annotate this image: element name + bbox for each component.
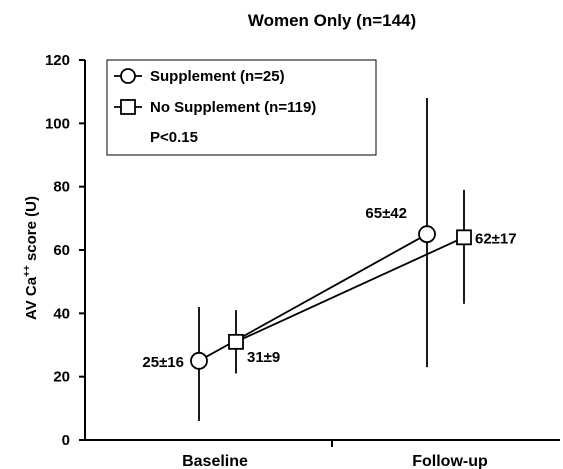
- y-axis-label-superscript: ++: [22, 265, 33, 277]
- y-axis-label-tail: score (U): [23, 196, 40, 265]
- plot-area: 25±16 65±42 31±9 62±17: [142, 98, 517, 421]
- data-label: 25±16: [142, 354, 184, 371]
- legend-circle-marker: [120, 68, 136, 84]
- y-tick-label: 60: [53, 242, 70, 259]
- legend-box: [106, 59, 377, 156]
- y-tick-label: 20: [53, 369, 70, 386]
- legend: Supplement (n=25) No Supplement (n=119) …: [106, 59, 377, 156]
- legend-label-supplement: Supplement (n=25): [150, 68, 285, 85]
- y-tick-label: 80: [53, 179, 70, 196]
- legend-square-marker: [120, 99, 136, 115]
- x-axis-ticks: Baseline Follow-up: [182, 440, 488, 469]
- x-tick-label: Baseline: [182, 453, 248, 469]
- x-tick-label: Follow-up: [412, 453, 488, 469]
- legend-label-no-supplement: No Supplement (n=119): [150, 99, 316, 116]
- y-axis-label-main: AV Ca: [23, 276, 40, 320]
- data-label: 31±9: [247, 349, 280, 366]
- data-label: 62±17: [475, 230, 517, 247]
- y-axis-title: AV Ca++ score (U): [22, 196, 40, 320]
- data-point-circle: [418, 225, 436, 244]
- data-point-square: [456, 229, 472, 246]
- series-supplement: 25±16 65±42: [142, 98, 436, 421]
- y-tick-label: 0: [62, 432, 70, 449]
- y-axis-ticks: 0 20 40 60 80 100 120: [45, 52, 85, 449]
- series-no-supplement: 31±9 62±17: [228, 189, 517, 374]
- y-tick-label: 40: [53, 305, 70, 322]
- y-tick-label: 120: [45, 52, 70, 69]
- y-axis-label: AV Ca++ score (U): [22, 196, 40, 320]
- chart-title: Women Only (n=144): [248, 11, 416, 30]
- y-tick-label: 100: [45, 115, 70, 132]
- data-point-circle: [190, 351, 208, 370]
- p-value-annotation: P<0.15: [150, 129, 198, 146]
- series-line: [235, 236, 465, 343]
- data-point-square: [228, 333, 244, 350]
- data-label: 65±42: [365, 205, 407, 222]
